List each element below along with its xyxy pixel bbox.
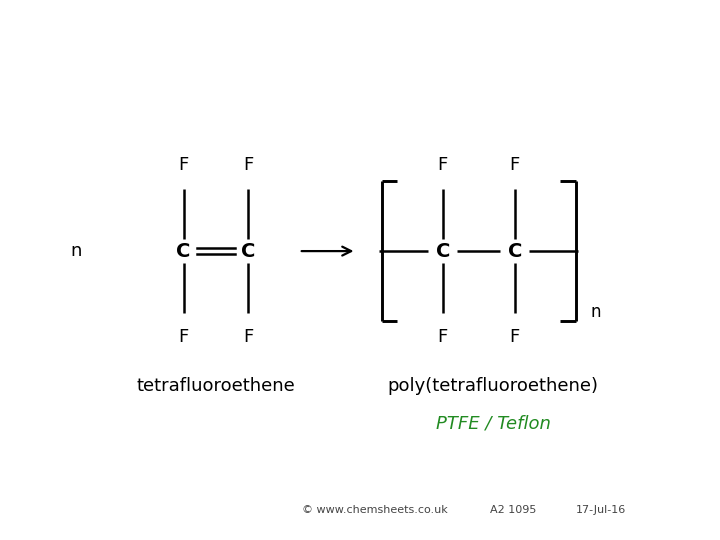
Text: © www.chemsheets.co.uk: © www.chemsheets.co.uk [302,505,448,515]
Text: poly(tetrafluoroethene): poly(tetrafluoroethene) [387,377,599,395]
Text: F: F [510,156,520,174]
Text: C: C [241,241,256,261]
Text: F: F [179,156,189,174]
Text: tetrafluoroethene: tetrafluoroethene [137,377,295,395]
Text: C: C [436,241,450,261]
Text: F: F [510,328,520,347]
Text: F: F [243,156,253,174]
Text: F: F [438,328,448,347]
Text: 17-Jul-16: 17-Jul-16 [576,505,626,515]
Text: n: n [591,302,601,321]
Text: F: F [243,328,253,347]
Text: C: C [176,241,191,261]
Text: F: F [438,156,448,174]
Text: PTFE / Teflon: PTFE / Teflon [436,415,551,433]
Text: A2 1095: A2 1095 [490,505,536,515]
Text: n: n [70,242,81,260]
Text: F: F [179,328,189,347]
Text: C: C [508,241,522,261]
